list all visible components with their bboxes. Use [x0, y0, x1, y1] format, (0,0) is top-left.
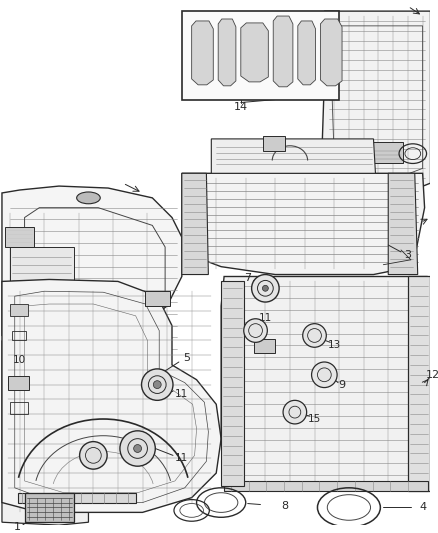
Text: 14: 14 [234, 102, 248, 112]
Circle shape [153, 381, 161, 389]
Circle shape [311, 362, 337, 387]
Bar [18, 492, 136, 503]
Bar [254, 340, 275, 353]
Bar [10, 304, 28, 316]
Polygon shape [2, 279, 221, 512]
Bar [10, 402, 28, 414]
Text: 11: 11 [259, 313, 272, 323]
Polygon shape [298, 21, 315, 85]
Text: 10: 10 [13, 355, 26, 365]
Polygon shape [2, 341, 88, 525]
Polygon shape [241, 23, 268, 82]
Bar [5, 228, 35, 247]
Text: 12: 12 [425, 370, 438, 380]
Polygon shape [408, 277, 430, 491]
Bar [145, 291, 170, 306]
Polygon shape [182, 173, 424, 274]
Circle shape [303, 324, 326, 348]
Circle shape [134, 445, 141, 453]
Text: 9: 9 [339, 379, 346, 390]
Text: 11: 11 [175, 390, 188, 399]
Ellipse shape [77, 192, 100, 204]
Bar [12, 330, 25, 341]
Polygon shape [388, 173, 418, 274]
Text: 1: 1 [14, 522, 21, 532]
Polygon shape [221, 281, 244, 486]
Polygon shape [218, 19, 236, 86]
Text: 11: 11 [175, 454, 188, 463]
Circle shape [244, 319, 267, 342]
Polygon shape [221, 277, 430, 491]
Circle shape [251, 274, 279, 302]
Polygon shape [192, 21, 213, 85]
Polygon shape [321, 19, 342, 86]
Polygon shape [211, 139, 375, 173]
Polygon shape [322, 11, 431, 198]
Bar [224, 481, 427, 491]
Bar [8, 376, 29, 390]
Text: 3: 3 [404, 250, 411, 260]
Polygon shape [2, 186, 182, 355]
Circle shape [80, 442, 107, 469]
Bar [25, 492, 74, 522]
Bar [10, 247, 74, 301]
Text: 5: 5 [183, 353, 190, 363]
Bar [263, 136, 285, 151]
Circle shape [120, 431, 155, 466]
Text: 7: 7 [244, 273, 251, 284]
Bar [182, 11, 339, 100]
Text: 8: 8 [282, 500, 289, 511]
Text: 15: 15 [308, 414, 321, 424]
Polygon shape [273, 16, 293, 87]
Circle shape [262, 285, 268, 291]
Circle shape [283, 400, 307, 424]
Text: 4: 4 [419, 503, 426, 512]
Polygon shape [182, 173, 208, 274]
Circle shape [141, 369, 173, 400]
Text: 13: 13 [328, 340, 341, 350]
Bar [368, 142, 403, 164]
